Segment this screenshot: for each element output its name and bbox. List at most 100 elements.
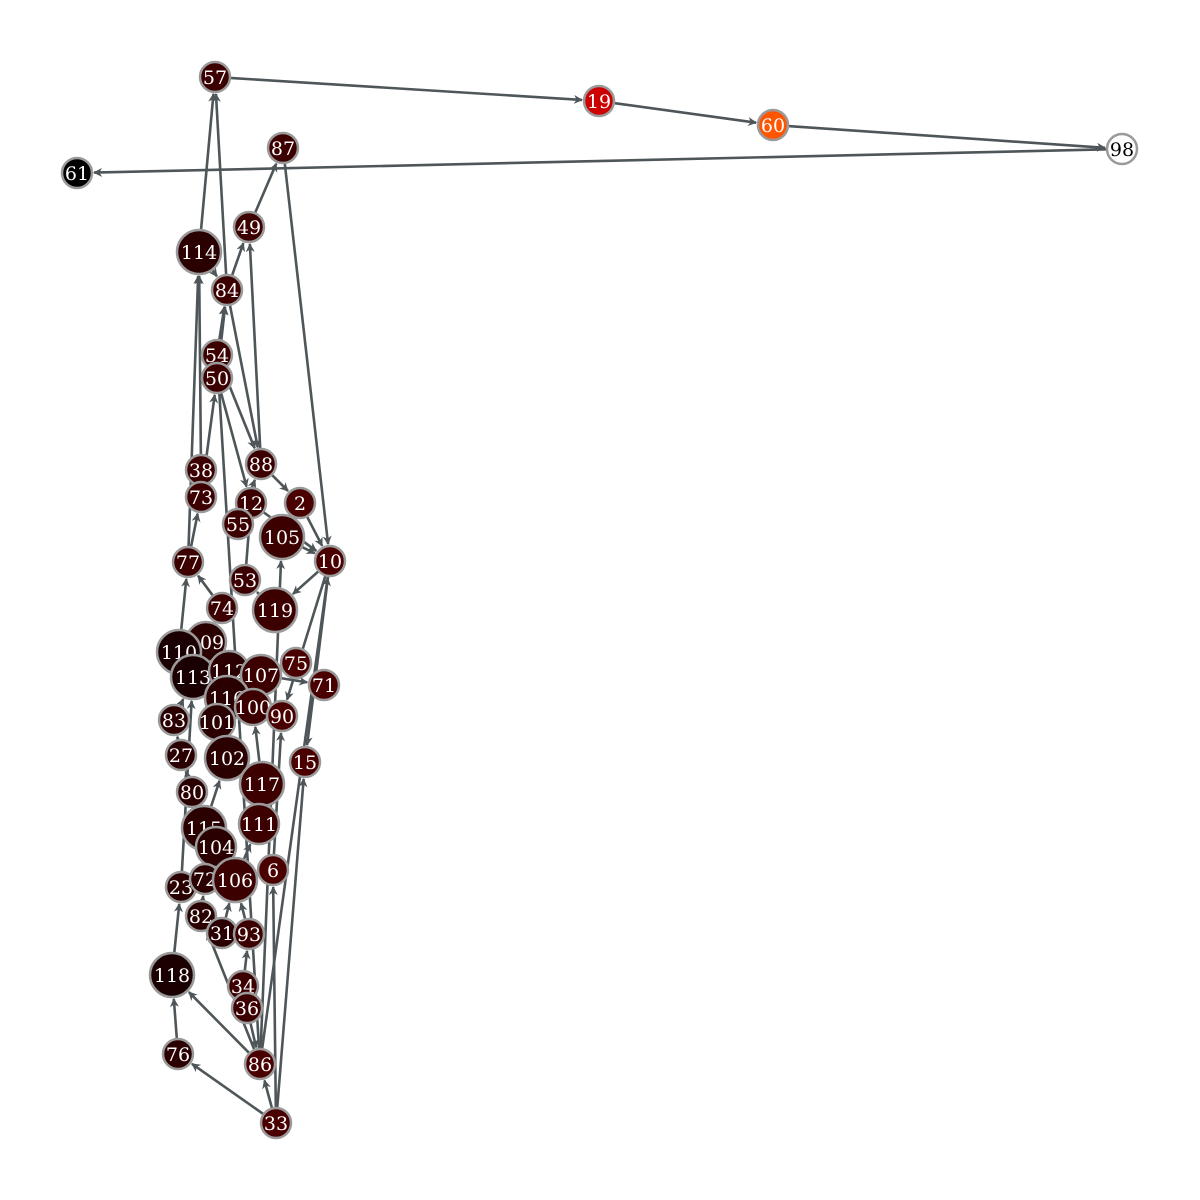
- node-83[interactable]: 83: [157, 703, 191, 737]
- node-label: 102: [209, 748, 245, 770]
- node-label: 54: [205, 345, 229, 367]
- node-circle: [210, 273, 244, 307]
- node-113[interactable]: 113: [169, 653, 217, 701]
- node-label: 119: [257, 600, 293, 622]
- node-circle: [164, 738, 198, 772]
- node-circle: [203, 734, 251, 782]
- edge-33-76: [191, 1062, 265, 1116]
- node-label: 75: [284, 653, 308, 675]
- node-36[interactable]: 36: [230, 991, 264, 1025]
- node-label: 36: [235, 998, 259, 1020]
- node-104[interactable]: 104: [194, 825, 238, 869]
- edge-60-98: [787, 124, 1106, 152]
- node-label: 57: [203, 67, 227, 89]
- node-circle: [232, 917, 266, 951]
- node-86[interactable]: 86: [243, 1047, 277, 1081]
- node-label: 38: [189, 460, 213, 482]
- edge-87-10: [283, 162, 332, 546]
- edge-107-71: [280, 676, 309, 686]
- node-label: 10: [318, 551, 342, 573]
- node-84[interactable]: 84: [210, 273, 244, 307]
- node-98[interactable]: 98: [1105, 132, 1139, 166]
- node-33[interactable]: 33: [259, 1106, 293, 1140]
- edge-57-19: [229, 76, 583, 104]
- edge-31-106: [222, 902, 232, 919]
- node-73[interactable]: 73: [184, 480, 218, 514]
- node-label: 100: [235, 697, 271, 719]
- node-circle: [175, 228, 223, 276]
- node-50[interactable]: 50: [200, 361, 234, 395]
- edge-50-12: [219, 392, 249, 488]
- edge-88-2: [270, 473, 289, 492]
- node-circle: [184, 480, 218, 514]
- node-88[interactable]: 88: [244, 447, 278, 481]
- node-label: 84: [215, 280, 239, 302]
- edge-117-100: [251, 725, 261, 763]
- node-111[interactable]: 111: [237, 802, 281, 846]
- node-100[interactable]: 100: [233, 687, 273, 727]
- node-75[interactable]: 75: [279, 646, 313, 680]
- node-label: 53: [233, 570, 257, 592]
- node-49[interactable]: 49: [232, 210, 266, 244]
- node-54[interactable]: 54: [200, 338, 234, 372]
- edge-34-93: [241, 949, 251, 972]
- edge-36-86: [249, 1022, 259, 1049]
- node-77[interactable]: 77: [171, 545, 205, 579]
- node-label: 88: [249, 454, 273, 476]
- node-106[interactable]: 106: [211, 856, 259, 904]
- node-circle: [198, 60, 232, 94]
- node-76[interactable]: 76: [161, 1037, 195, 1071]
- node-74[interactable]: 74: [205, 591, 239, 625]
- node-circle: [279, 646, 313, 680]
- node-circle: [251, 586, 299, 634]
- node-label: 76: [166, 1044, 190, 1066]
- edge-19-60: [613, 101, 758, 127]
- node-38[interactable]: 38: [184, 453, 218, 487]
- node-53[interactable]: 53: [228, 563, 262, 597]
- node-87[interactable]: 87: [266, 131, 300, 165]
- node-circle: [228, 563, 262, 597]
- node-55[interactable]: 55: [221, 507, 255, 541]
- node-circle: [205, 591, 239, 625]
- node-118[interactable]: 118: [148, 951, 196, 999]
- node-90[interactable]: 90: [265, 699, 299, 733]
- node-80[interactable]: 80: [175, 775, 209, 809]
- node-circle: [237, 802, 281, 846]
- node-label: 61: [65, 163, 89, 185]
- node-119[interactable]: 119: [251, 586, 299, 634]
- edge-86-118: [187, 991, 251, 1055]
- node-60[interactable]: 60: [756, 108, 790, 142]
- node-circle: [265, 699, 299, 733]
- node-19[interactable]: 19: [582, 84, 616, 118]
- edge-33-6: [268, 886, 278, 1109]
- node-6[interactable]: 6: [256, 853, 290, 887]
- node-31[interactable]: 31: [205, 916, 239, 950]
- node-15[interactable]: 15: [288, 745, 322, 779]
- node-105[interactable]: 105: [258, 513, 306, 561]
- edge-118-23: [172, 903, 183, 954]
- node-label: 55: [226, 514, 250, 536]
- node-117[interactable]: 117: [238, 760, 286, 808]
- node-label: 2: [294, 493, 306, 515]
- node-circle: [60, 156, 94, 190]
- node-23[interactable]: 23: [164, 870, 198, 904]
- edge-49-87: [253, 162, 278, 214]
- node-82[interactable]: 82: [184, 899, 218, 933]
- node-93[interactable]: 93: [232, 917, 266, 951]
- node-2[interactable]: 2: [283, 486, 317, 520]
- node-27[interactable]: 27: [164, 738, 198, 772]
- node-71[interactable]: 71: [307, 668, 341, 702]
- node-114[interactable]: 114: [175, 228, 223, 276]
- node-label: 72: [193, 869, 217, 891]
- node-102[interactable]: 102: [203, 734, 251, 782]
- node-72[interactable]: 72: [188, 862, 222, 896]
- node-circle: [161, 1037, 195, 1071]
- node-circle: [230, 991, 264, 1025]
- node-10[interactable]: 10: [313, 544, 347, 578]
- node-101[interactable]: 101: [197, 702, 237, 742]
- node-circle: [171, 545, 205, 579]
- node-57[interactable]: 57: [198, 60, 232, 94]
- node-61[interactable]: 61: [60, 156, 94, 190]
- node-label: 23: [169, 877, 193, 899]
